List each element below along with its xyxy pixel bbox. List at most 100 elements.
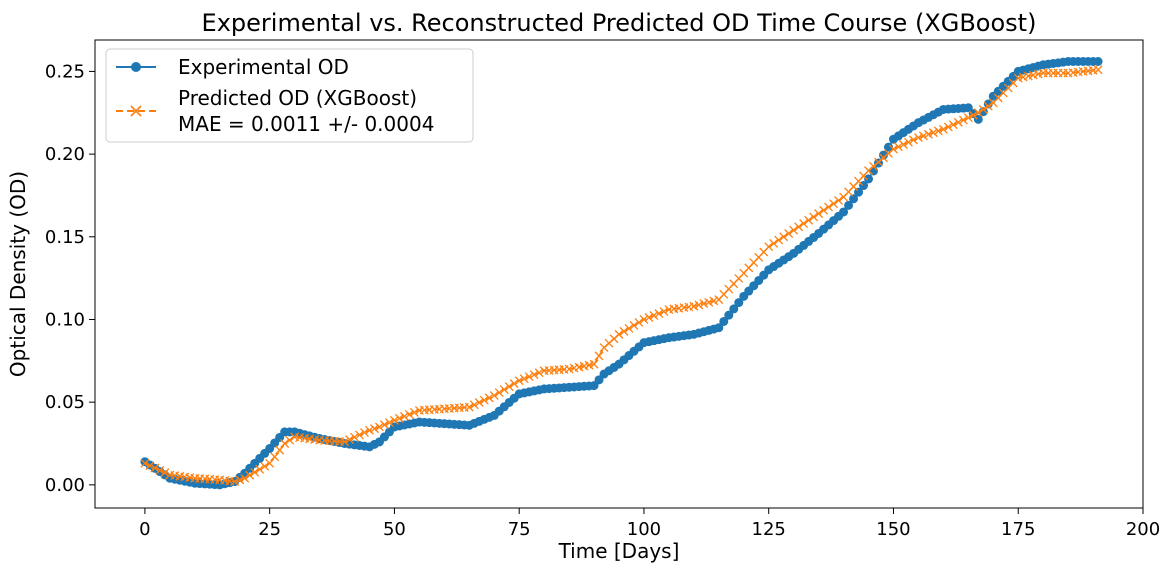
data-point-predicted [704, 297, 714, 307]
data-point-predicted [659, 307, 669, 316]
x-tick-label: 100 [627, 519, 661, 540]
data-point-predicted [634, 317, 644, 327]
data-point-predicted [963, 113, 973, 123]
data-point-predicted [928, 128, 938, 138]
data-point-predicted [958, 115, 968, 125]
data-point-predicted [809, 212, 819, 222]
data-point-predicted [983, 101, 993, 111]
data-point-predicted [764, 242, 774, 252]
data-point-predicted [509, 379, 519, 389]
data-point-predicted [913, 133, 923, 143]
data-point-predicted [280, 439, 290, 448]
data-point-predicted [370, 424, 379, 434]
x-tick-label: 150 [876, 519, 910, 540]
data-point-predicted [933, 126, 943, 136]
data-point-experimental [734, 298, 744, 308]
data-point-experimental [839, 207, 849, 217]
data-point-predicted [889, 144, 898, 154]
legend-experimental-label: Experimental OD [178, 55, 349, 79]
data-point-predicted [894, 142, 903, 152]
data-point-experimental [719, 316, 729, 326]
data-point-predicted [529, 370, 539, 380]
data-point-predicted [534, 368, 544, 378]
data-point-experimental [849, 194, 859, 204]
data-point-predicted [774, 235, 784, 245]
x-tick-label: 175 [1001, 519, 1035, 540]
data-point-predicted [484, 393, 494, 403]
data-point-predicted [1093, 65, 1103, 75]
data-point-predicted [140, 458, 150, 468]
data-point-predicted [255, 464, 265, 474]
data-point-predicted [240, 473, 250, 483]
data-point-predicted [519, 374, 529, 384]
plot-frame [94, 39, 1144, 509]
y-tick-label: 0.20 [45, 144, 85, 165]
data-point-experimental [724, 310, 734, 320]
x-tick-label: 50 [383, 519, 406, 540]
data-point-predicted [384, 418, 394, 428]
data-point-predicted [953, 117, 963, 127]
data-point-predicted [614, 329, 624, 339]
data-point-predicted [270, 452, 280, 462]
data-point-predicted [594, 351, 604, 361]
data-point-predicted [150, 463, 160, 473]
data-point-predicted [903, 137, 913, 147]
data-point-predicted [769, 238, 779, 248]
data-point-predicted [644, 313, 654, 322]
data-point-predicted [160, 468, 170, 478]
data-point-predicted [589, 359, 599, 369]
data-point-experimental [729, 304, 739, 314]
data-point-predicted [948, 120, 958, 130]
data-point-experimental [878, 150, 888, 160]
data-point-predicted [260, 461, 270, 471]
x-tick-label: 125 [752, 519, 786, 540]
y-tick-label: 0.00 [45, 475, 85, 496]
data-point-experimental [1093, 56, 1103, 66]
data-point-predicted [494, 388, 504, 398]
data-point-predicted [250, 467, 260, 477]
y-axis: 0.00 0.05 0.10 0.15 0.20 0.25 [45, 61, 95, 496]
data-point-predicted [345, 435, 354, 444]
data-point-predicted [524, 372, 534, 382]
y-tick-label: 0.15 [45, 227, 85, 248]
data-point-predicted [709, 296, 719, 306]
data-point-predicted [404, 409, 414, 419]
data-point-predicted [973, 108, 983, 118]
x-axis: 0 25 50 75 100 125 150 175 200 [139, 508, 1160, 540]
data-point-predicted [699, 299, 709, 309]
data-point-predicted [360, 428, 369, 438]
data-point-predicted [464, 402, 474, 412]
data-point-predicted [794, 222, 804, 232]
data-point-experimental [864, 174, 874, 184]
data-point-predicted [365, 425, 374, 435]
legend-predicted-label: Predicted OD (XGBoost) [178, 86, 417, 110]
legend-predicted-marker [130, 105, 142, 117]
data-point-predicted [235, 475, 245, 485]
data-point-predicted [230, 477, 240, 487]
y-tick-label: 0.10 [45, 309, 85, 330]
data-point-predicted [355, 430, 364, 440]
data-point-predicted [968, 110, 978, 120]
y-axis-label: Optical Density (OD) [6, 171, 30, 377]
data-point-predicted [943, 122, 953, 132]
data-point-predicted [489, 391, 499, 401]
data-point-predicted [689, 301, 699, 311]
data-point-predicted [340, 437, 349, 447]
data-point-predicted [350, 432, 359, 442]
data-point-experimental [714, 323, 724, 333]
legend-predicted-mae: MAE = 0.0011 +/- 0.0004 [178, 112, 434, 136]
data-point-predicted [245, 470, 255, 480]
x-tick-label: 75 [508, 519, 531, 540]
data-point-experimental [883, 142, 893, 152]
data-point-predicted [389, 415, 399, 425]
data-point-predicted [829, 199, 839, 209]
data-point-predicted [504, 382, 514, 392]
data-point-predicted [624, 323, 634, 333]
data-point-predicted [908, 135, 918, 145]
data-point-predicted [474, 398, 484, 407]
data-point-predicted [799, 219, 809, 229]
data-point-predicted [629, 320, 639, 330]
plot-area [140, 56, 1103, 490]
data-point-predicted [409, 407, 419, 417]
